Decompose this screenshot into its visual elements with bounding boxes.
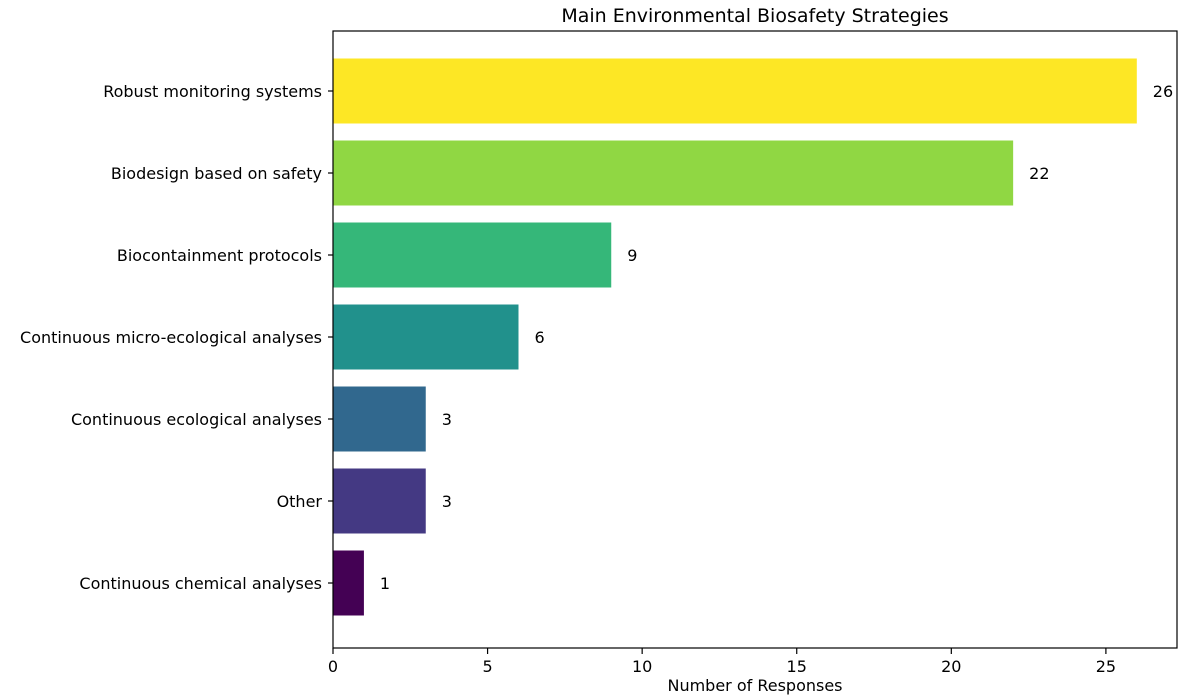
x-tick-label: 15 (787, 657, 807, 676)
plot-frame (332, 30, 1178, 649)
x-tick-label: 20 (941, 657, 961, 676)
value-label: 6 (534, 328, 544, 347)
category-label: Biodesign based on safety (111, 164, 322, 183)
value-label: 26 (1153, 82, 1173, 101)
value-label: 3 (442, 492, 452, 511)
category-label: Other (277, 492, 323, 511)
value-labels: 26 22 9 6 3 3 1 (380, 82, 1173, 593)
x-tick-label: 5 (482, 657, 492, 676)
bar-robust-monitoring-systems (333, 58, 1137, 124)
x-tick-label: 0 (328, 657, 338, 676)
category-label: Biocontainment protocols (117, 246, 322, 265)
x-tick-label: 10 (632, 657, 652, 676)
bar-biocontainment-protocols (333, 222, 612, 288)
value-label: 22 (1029, 164, 1049, 183)
x-axis-ticks: 0 5 10 15 20 25 (328, 648, 1116, 676)
value-label: 1 (380, 574, 390, 593)
category-label: Robust monitoring systems (103, 82, 322, 101)
bar-other (333, 468, 426, 534)
category-label: Continuous chemical analyses (79, 574, 322, 593)
bar-continuous-chemical-analyses (333, 550, 364, 616)
value-label: 3 (442, 410, 452, 429)
bars-group (333, 58, 1137, 616)
chart-title: Main Environmental Biosafety Strategies (561, 5, 948, 27)
category-label: Continuous ecological analyses (71, 410, 322, 429)
x-tick-label: 25 (1096, 657, 1116, 676)
category-label: Continuous micro-ecological analyses (20, 328, 322, 347)
bar-continuous-ecological-analyses (333, 386, 426, 452)
x-axis-label: Number of Responses (667, 676, 842, 695)
bar-biodesign-based-on-safety (333, 140, 1014, 206)
value-label: 9 (627, 246, 637, 265)
category-labels: Robust monitoring systems Biodesign based… (20, 82, 333, 593)
bar-continuous-micro-ecological-analyses (333, 304, 519, 370)
